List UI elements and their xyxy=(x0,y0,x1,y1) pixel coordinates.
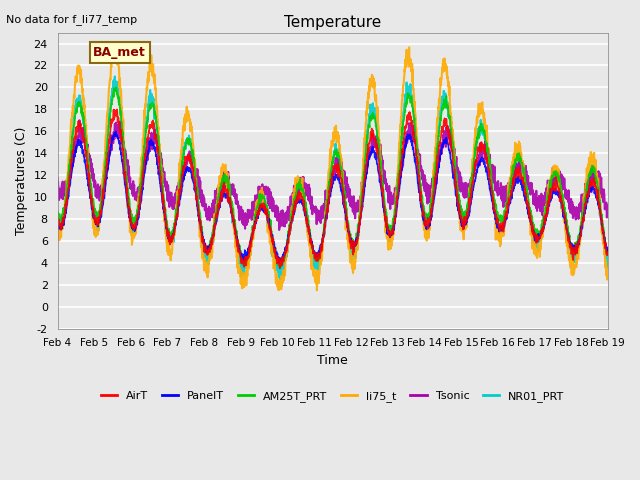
Text: BA_met: BA_met xyxy=(93,46,146,59)
X-axis label: Time: Time xyxy=(317,354,348,367)
Text: No data for f_li77_temp: No data for f_li77_temp xyxy=(6,14,138,25)
Title: Temperature: Temperature xyxy=(284,15,381,30)
Legend: AirT, PanelT, AM25T_PRT, li75_t, Tsonic, NR01_PRT: AirT, PanelT, AM25T_PRT, li75_t, Tsonic,… xyxy=(96,386,569,406)
Y-axis label: Temperatures (C): Temperatures (C) xyxy=(15,126,28,235)
